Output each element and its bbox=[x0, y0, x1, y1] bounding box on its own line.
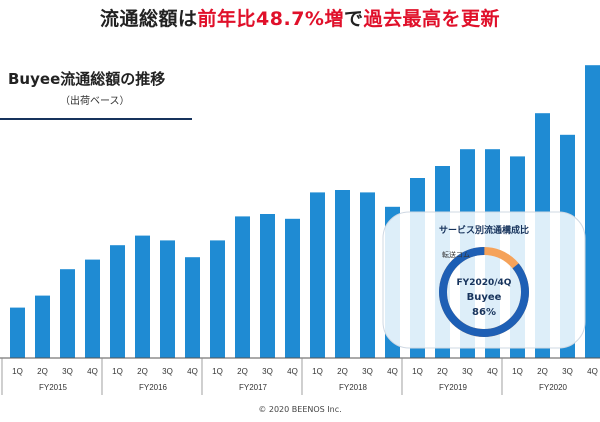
x-tick-label-7: 4Q bbox=[187, 367, 198, 376]
inset-title: サービス別流通構成比 bbox=[439, 224, 529, 236]
bar-7 bbox=[185, 257, 200, 358]
x-tick-label-3: 4Q bbox=[87, 367, 98, 376]
bar-11 bbox=[285, 218, 300, 358]
donut-center-name: Buyee bbox=[467, 292, 502, 303]
bar-12 bbox=[310, 192, 325, 358]
bar-13 bbox=[335, 190, 350, 358]
x-tick-label-2: 3Q bbox=[62, 367, 73, 376]
group-label-0: FY2015 bbox=[39, 383, 68, 392]
donut-small-label: 転送コム bbox=[442, 250, 470, 259]
x-tick-label-4: 1Q bbox=[112, 367, 123, 376]
x-tick-label-1: 2Q bbox=[37, 367, 48, 376]
bar-23 bbox=[585, 65, 600, 358]
x-tick-label-21: 2Q bbox=[537, 367, 548, 376]
bar-14 bbox=[360, 192, 375, 358]
bar-5 bbox=[135, 235, 150, 358]
group-label-4: FY2019 bbox=[439, 383, 468, 392]
page-headline: 流通総額は前年比48.7%増で過去最高を更新 bbox=[0, 4, 600, 31]
bar-8 bbox=[210, 240, 225, 358]
x-tick-label-19: 4Q bbox=[487, 367, 498, 376]
bar-10 bbox=[260, 214, 275, 358]
x-tick-label-13: 2Q bbox=[337, 367, 348, 376]
x-tick-label-16: 1Q bbox=[412, 367, 423, 376]
bar-4 bbox=[110, 245, 125, 358]
x-tick-label-14: 3Q bbox=[362, 367, 373, 376]
x-tick-label-17: 2Q bbox=[437, 367, 448, 376]
x-tick-label-6: 3Q bbox=[162, 367, 173, 376]
x-tick-label-12: 1Q bbox=[312, 367, 323, 376]
x-tick-label-10: 3Q bbox=[262, 367, 273, 376]
donut-center-period: FY2020/4Q bbox=[457, 278, 512, 288]
x-tick-label-9: 2Q bbox=[237, 367, 248, 376]
headline-part4: 過去最高を更新 bbox=[363, 8, 500, 30]
x-tick-label-15: 4Q bbox=[387, 367, 398, 376]
group-label-3: FY2018 bbox=[339, 383, 368, 392]
bar-1 bbox=[35, 295, 50, 358]
x-tick-label-23: 4Q bbox=[587, 367, 598, 376]
x-tick-label-8: 1Q bbox=[212, 367, 223, 376]
x-tick-label-18: 3Q bbox=[462, 367, 473, 376]
x-tick-label-0: 1Q bbox=[12, 367, 23, 376]
x-tick-label-5: 2Q bbox=[137, 367, 148, 376]
chart-note: （出荷ベース） bbox=[60, 96, 130, 107]
group-label-1: FY2016 bbox=[139, 383, 168, 392]
inset-panel bbox=[382, 211, 586, 349]
x-tick-label-22: 3Q bbox=[562, 367, 573, 376]
group-label-2: FY2017 bbox=[239, 383, 268, 392]
donut-center-share: 86% bbox=[472, 307, 496, 318]
chart-subtitle-box: Buyee流通総額の推移 （出荷ベース） bbox=[0, 62, 192, 120]
bar-9 bbox=[235, 216, 250, 358]
headline-part1: 流通総額は bbox=[100, 8, 198, 30]
bar-0 bbox=[10, 307, 25, 358]
copyright: © 2020 BEENOS Inc. bbox=[258, 405, 342, 414]
group-label-5: FY2020 bbox=[539, 383, 568, 392]
headline-part3: で bbox=[343, 8, 364, 30]
chart-title: Buyee流通総額の推移 bbox=[8, 70, 166, 88]
headline-part2: 前年比48.7%増 bbox=[197, 8, 344, 30]
bar-3 bbox=[85, 259, 100, 358]
bar-6 bbox=[160, 240, 175, 358]
donut-slice-buyee bbox=[439, 247, 529, 337]
x-tick-label-11: 4Q bbox=[287, 367, 298, 376]
bar-2 bbox=[60, 269, 75, 358]
x-tick-label-20: 1Q bbox=[512, 367, 523, 376]
